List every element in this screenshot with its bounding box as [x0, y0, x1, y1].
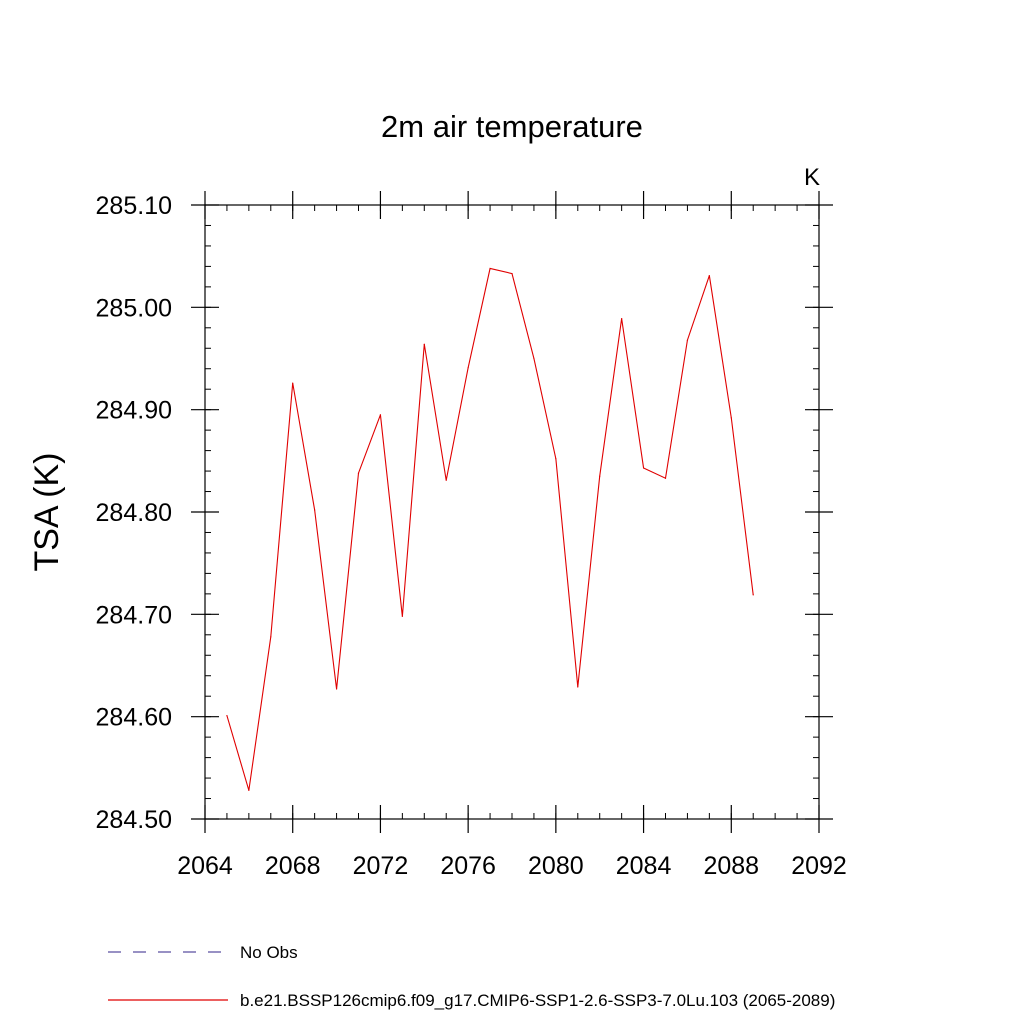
y-tick-label: 285.10	[96, 192, 172, 220]
x-tick-label: 2088	[703, 852, 759, 880]
data-point	[423, 343, 425, 345]
legend: No Obs b.e21.BSSP126cmip6.f09_g17.CMIP6-…	[108, 943, 835, 1010]
data-point	[577, 686, 579, 688]
y-axis-label: TSA (K)	[28, 452, 66, 571]
data-point	[686, 339, 689, 341]
unit-label: K	[804, 164, 820, 191]
y-tick-label: 285.00	[96, 294, 172, 322]
data-point	[708, 275, 710, 277]
y-tick-label: 284.60	[96, 704, 172, 732]
data-point	[248, 789, 250, 791]
x-tick-label: 2080	[528, 852, 584, 880]
data-point	[292, 382, 294, 384]
major-ticks	[191, 191, 833, 833]
data-point	[730, 417, 732, 419]
data-point	[314, 509, 316, 511]
y-tick-label: 284.80	[96, 499, 172, 527]
x-tick-label: 2084	[616, 852, 672, 880]
y-tick-labels: 284.50 284.60 284.70 284.80 284.90 285.00 285.…	[96, 192, 172, 834]
legend-label-no-obs: No Obs	[240, 943, 298, 962]
data-point	[489, 267, 491, 270]
data-point	[599, 475, 601, 477]
data-point	[621, 317, 623, 320]
data-point	[752, 594, 754, 596]
data-point	[533, 357, 535, 360]
y-tick-label: 284.90	[96, 397, 172, 425]
x-tick-labels: 2064 2068 2072 2076 2080 2084 2088 2092	[177, 852, 847, 880]
legend-label-model-run: b.e21.BSSP126cmip6.f09_g17.CMIP6-SSP1-2.…	[240, 991, 835, 1010]
data-point	[511, 272, 513, 275]
x-tick-label: 2068	[265, 852, 321, 880]
data-point	[379, 414, 382, 416]
data-point	[642, 467, 645, 469]
y-tick-label: 284.70	[96, 601, 172, 629]
series-group	[226, 267, 754, 791]
data-point	[226, 715, 228, 717]
chart-title: 2m air temperature	[381, 109, 643, 144]
y-tick-label: 284.50	[96, 806, 172, 834]
plot-frame	[204, 204, 820, 820]
x-tick-label: 2076	[440, 852, 496, 880]
data-point	[555, 458, 557, 460]
series-line-0	[226, 267, 754, 791]
data-point	[664, 477, 667, 479]
minor-ticks	[204, 204, 820, 820]
x-tick-label: 2072	[353, 852, 409, 880]
data-point	[335, 688, 338, 690]
data-point	[445, 479, 447, 481]
data-point	[467, 367, 469, 369]
data-point	[357, 472, 360, 474]
x-tick-label: 2092	[791, 852, 847, 880]
x-tick-label: 2064	[177, 852, 233, 880]
data-point	[270, 636, 272, 638]
data-point	[401, 615, 403, 617]
